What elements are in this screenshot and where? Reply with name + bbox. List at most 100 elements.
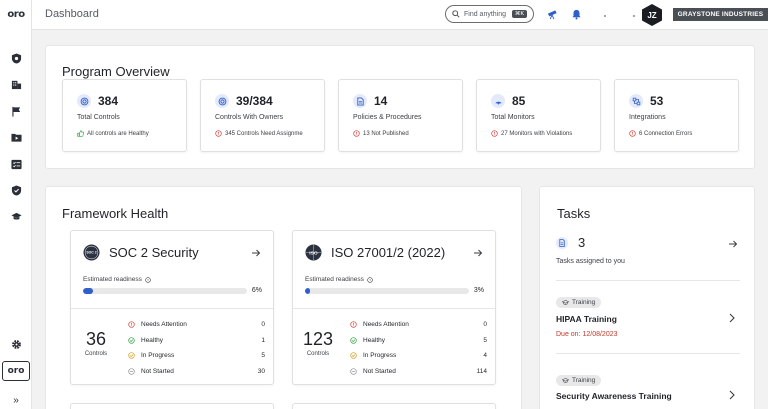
header-separator-icon — [633, 15, 635, 17]
task-name: HIPAA Training — [556, 314, 617, 324]
check-circle-icon — [128, 337, 135, 344]
graduation-cap-icon — [10, 212, 22, 220]
metric-value: 53 — [650, 94, 664, 108]
status-row-needs-attention: Needs Attention 0 — [128, 317, 265, 333]
status-row-healthy: Healthy 5 — [350, 333, 487, 349]
minus-circle-icon — [350, 368, 357, 375]
readiness-percent: 6% — [251, 287, 262, 294]
help-icon[interactable]: ? — [145, 276, 151, 283]
status-row-not-started: Not Started 30 — [128, 364, 265, 380]
metric-label: Policies & Procedures — [353, 114, 422, 121]
page-title: Dashboard — [45, 8, 99, 20]
status-list: Needs Attention 0 Healthy 5 In Progress 4 N… — [350, 317, 487, 379]
flag-icon — [11, 106, 20, 117]
controls-label: Controls — [84, 351, 108, 357]
workspace-logo[interactable]: oro — [2, 361, 30, 381]
readiness-progress-fill — [83, 288, 93, 294]
task-item[interactable]: Training HIPAA Training Due on: 12/08/20… — [556, 293, 740, 348]
arrow-right-icon[interactable] — [728, 239, 738, 249]
controls-count: 36 — [85, 329, 107, 349]
program-overview-title: Program Overview — [62, 64, 170, 79]
metric-card-total-controls[interactable]: 384 Total Controls All controls are Heal… — [62, 79, 187, 152]
readiness-progress-bar — [83, 288, 247, 294]
document-icon — [556, 237, 568, 249]
warning-circle-icon — [491, 130, 498, 137]
task-due-date: Due on: 12/08/2023 — [556, 331, 618, 338]
readiness-progress-fill — [305, 288, 310, 294]
divider — [293, 308, 495, 309]
sidebar-item-frameworks[interactable] — [8, 103, 24, 119]
framework-card-partial[interactable] — [292, 403, 496, 409]
sidebar-item-media[interactable] — [8, 129, 24, 145]
metric-card-policies[interactable]: 14 Policies & Procedures 13 Not Publishe… — [338, 79, 463, 152]
divider — [556, 353, 740, 354]
chevron-right-icon[interactable] — [728, 390, 736, 400]
target-icon — [215, 94, 229, 108]
sidebar-expand-button[interactable]: » — [13, 395, 19, 406]
sidebar-item-tasks[interactable] — [8, 156, 24, 172]
metric-status: 6 Connection Errors — [629, 130, 692, 137]
status-row-needs-attention: Needs Attention 0 — [350, 317, 487, 333]
metric-card-controls-with-owners[interactable]: 39/384 Controls With Owners 345 Controls… — [200, 79, 325, 152]
readiness-label: Estimated readiness? — [83, 276, 151, 283]
search-input[interactable]: Find anything ⌘K — [445, 5, 534, 23]
document-icon — [353, 94, 367, 108]
search-icon — [452, 10, 460, 18]
metric-status: All controls are Healthy — [77, 130, 149, 137]
check-circle-icon — [350, 337, 357, 344]
divider — [71, 308, 273, 309]
metric-card-monitors[interactable]: 85 Total Monitors 27 Monitors with Viola… — [476, 79, 601, 152]
metric-label: Total Controls — [77, 114, 120, 121]
status-list: Needs Attention 0 Healthy 1 In Progress 5 N… — [128, 317, 265, 379]
bell-icon — [571, 9, 581, 19]
task-item[interactable]: Training Security Awareness Training — [556, 371, 740, 407]
task-tag: Training — [556, 297, 602, 308]
readiness-percent: 3% — [473, 287, 484, 294]
arrow-right-icon[interactable] — [473, 248, 483, 258]
warning-circle-icon — [128, 321, 135, 328]
sidebar-item-security[interactable] — [8, 182, 24, 198]
graduation-cap-icon — [562, 378, 569, 383]
sidebar-item-organization[interactable] — [8, 76, 24, 92]
status-row-in-progress: In Progress 4 — [350, 348, 487, 364]
radar-icon — [491, 94, 505, 108]
explore-button[interactable] — [544, 6, 560, 22]
warning-circle-icon — [215, 130, 222, 137]
arrow-right-icon[interactable] — [251, 248, 261, 258]
chevron-right-icon[interactable] — [728, 313, 736, 323]
framework-name: ISO 27001/2 (2022) — [331, 245, 446, 260]
progress-check-icon — [350, 352, 357, 359]
org-switcher[interactable]: GRAYSTONE INDUSTRIES — [673, 8, 768, 21]
status-row-not-started: Not Started 114 — [350, 364, 487, 380]
shield-check-icon — [11, 184, 21, 196]
tasks-summary[interactable]: 3 Tasks assigned to you — [556, 235, 740, 274]
header-separator-icon — [604, 15, 606, 17]
framework-card-iso27001[interactable]: ISO ISO 27001/2 (2022) Estimated readine… — [292, 230, 496, 385]
metric-card-integrations[interactable]: 53 Integrations 6 Connection Errors — [614, 79, 739, 152]
checklist-icon — [10, 159, 22, 169]
search-shortcut: ⌘K — [511, 10, 527, 18]
sidebar-item-training[interactable] — [8, 208, 24, 224]
tasks-subtitle: Tasks assigned to you — [556, 258, 625, 265]
app-logo[interactable]: oro — [7, 9, 25, 20]
framework-card-partial[interactable] — [70, 403, 274, 409]
controls-label: Controls — [306, 351, 330, 357]
user-avatar[interactable]: JZ — [642, 4, 662, 26]
minus-circle-icon — [128, 368, 135, 375]
metric-label: Controls With Owners — [215, 114, 284, 121]
target-icon — [77, 94, 91, 108]
framework-health-title: Framework Health — [62, 206, 169, 221]
sidebar-item-settings[interactable] — [8, 336, 24, 352]
warning-circle-icon — [350, 321, 357, 328]
readiness-label: Estimated readiness? — [305, 276, 373, 283]
framework-name: SOC 2 Security — [109, 245, 199, 260]
metric-value: 85 — [512, 94, 526, 108]
metric-value: 384 — [98, 94, 119, 108]
sidebar: oro oro » — [0, 0, 32, 409]
metric-status: 13 Not Published — [353, 130, 409, 137]
help-icon[interactable]: ? — [367, 276, 373, 283]
sidebar-item-home[interactable] — [8, 50, 24, 66]
framework-card-soc2[interactable]: SOC 2 SOC 2 Security Estimated readiness… — [70, 230, 274, 385]
notifications-button[interactable] — [568, 6, 584, 22]
tasks-title: Tasks — [557, 206, 591, 221]
